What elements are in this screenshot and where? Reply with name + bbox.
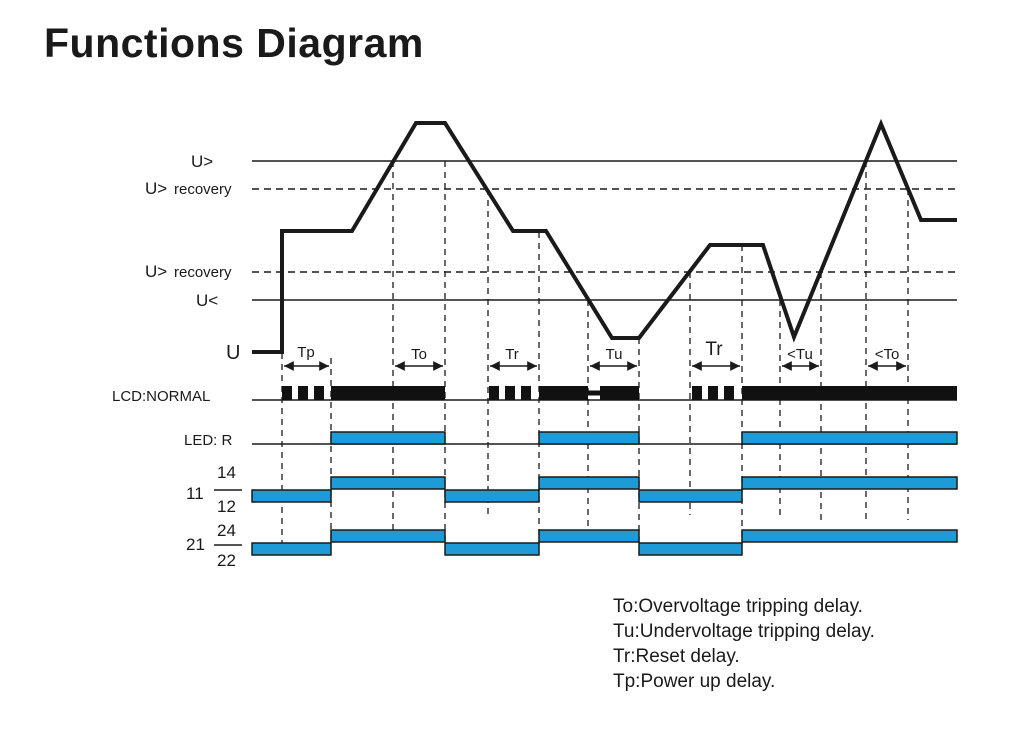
legend: To:Overvoltage tripping delay. Tu:Underv…: [613, 594, 875, 694]
led-on-segments: [330, 431, 958, 445]
tu-less-label: <Tu: [787, 346, 813, 363]
label-u-over-recovery-word: recovery: [174, 181, 232, 198]
relay1-state-bar: [251, 476, 958, 503]
tr1-label: Tr: [505, 346, 519, 363]
lcd-row-label: LCD:NORMAL: [112, 388, 210, 405]
tr2-label: Tr: [705, 339, 723, 360]
label-u-under-recovery-sym: U>: [145, 262, 167, 281]
tp-label: Tp: [297, 344, 315, 361]
label-u-under: U<: [196, 291, 218, 310]
lcd-state-bar: [282, 386, 957, 400]
relay1-common-label: 11: [186, 484, 204, 503]
relay2-common-label: 21: [186, 535, 205, 554]
tu-label: Tu: [606, 346, 623, 363]
relay1-no-label: 14: [217, 463, 236, 482]
label-u-over-recovery-sym: U>: [145, 179, 167, 198]
page-title: Functions Diagram: [44, 20, 424, 66]
to-label: To: [411, 346, 427, 363]
voltage-waveform: [252, 118, 957, 354]
legend-item-to: To:Overvoltage tripping delay.: [613, 596, 863, 617]
relay1-nc-label: 12: [217, 497, 236, 516]
label-u-over: U>: [191, 152, 213, 171]
relay2-no-label: 24: [217, 521, 236, 540]
legend-item-tu: Tu:Undervoltage tripping delay.: [613, 621, 875, 642]
relay2-state-bar: [251, 529, 958, 556]
label-u-under-recovery-word: recovery: [174, 264, 232, 281]
to-less-label: <To: [875, 346, 900, 363]
label-u: U: [226, 342, 240, 364]
legend-item-tp: Tp:Power up delay.: [613, 671, 776, 692]
relay2-nc-label: 22: [217, 551, 236, 570]
led-row-label: LED: R: [184, 432, 233, 449]
legend-item-tr: Tr:Reset delay.: [613, 646, 740, 667]
